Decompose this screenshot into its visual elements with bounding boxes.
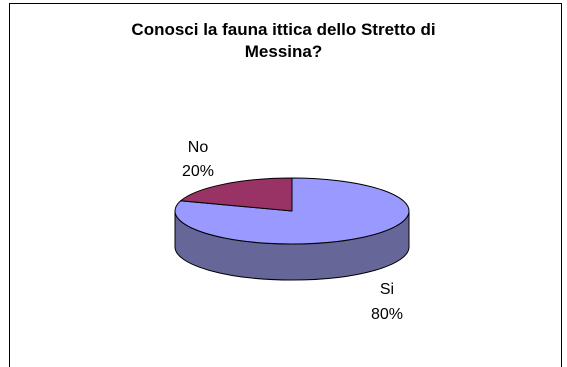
label-no-category: No (188, 139, 209, 156)
label-si-category: Si (380, 281, 394, 298)
pie-slice-no (179, 177, 293, 212)
chart-title-line-2: Messina? (244, 42, 323, 61)
chart-title-line-1: Conosci la fauna ittica dello Stretto di (131, 20, 436, 39)
pie-top (174, 177, 410, 245)
chart-title: Conosci la fauna ittica dello Stretto di… (0, 19, 567, 63)
label-si-percent: 80% (371, 306, 403, 323)
pie-slice-si (174, 177, 410, 245)
label-no-percent: 20% (182, 163, 214, 180)
